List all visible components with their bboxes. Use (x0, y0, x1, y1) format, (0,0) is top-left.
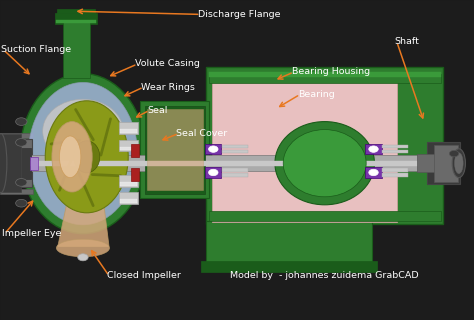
Text: Impeller Eye: Impeller Eye (2, 229, 62, 238)
Text: Closed Impeller: Closed Impeller (107, 271, 181, 280)
Bar (120, 182, 137, 186)
Bar (206, 221, 372, 264)
Bar (119, 192, 138, 204)
Bar (120, 129, 137, 133)
Ellipse shape (52, 122, 92, 192)
Bar (212, 74, 397, 160)
Bar (119, 140, 138, 151)
Text: Seal Cover: Seal Cover (176, 129, 228, 138)
Bar (119, 175, 138, 187)
Ellipse shape (73, 141, 100, 173)
Bar (382, 150, 408, 153)
Bar (140, 101, 209, 198)
Ellipse shape (28, 82, 137, 225)
Bar (206, 67, 443, 224)
Bar (382, 168, 408, 172)
Bar (201, 261, 377, 272)
Circle shape (16, 139, 27, 146)
Bar (209, 74, 441, 83)
Bar (131, 144, 139, 157)
Bar (0, 139, 32, 187)
Bar (434, 145, 458, 182)
Ellipse shape (78, 254, 88, 261)
Bar (222, 145, 248, 148)
Text: Wear Rings: Wear Rings (141, 83, 195, 92)
Bar (120, 199, 137, 203)
Bar (57, 9, 95, 13)
Bar (119, 122, 138, 134)
Bar (222, 173, 248, 177)
Bar (205, 144, 221, 154)
Bar (56, 20, 96, 23)
Circle shape (369, 169, 378, 176)
Circle shape (16, 179, 27, 186)
Circle shape (449, 150, 459, 157)
Text: Discharge Flange: Discharge Flange (198, 10, 281, 19)
Ellipse shape (283, 130, 366, 197)
Text: Bearing Housing: Bearing Housing (292, 68, 370, 76)
Ellipse shape (275, 122, 374, 205)
Polygon shape (58, 187, 109, 246)
Text: Model by  - johannes zuidema GrabCAD: Model by - johannes zuidema GrabCAD (230, 271, 419, 280)
Bar (205, 167, 221, 178)
Bar (0, 189, 33, 194)
Bar (0, 148, 31, 179)
Bar (365, 144, 382, 154)
Ellipse shape (46, 101, 128, 213)
Bar (209, 211, 441, 221)
Bar (147, 109, 203, 190)
Bar (31, 161, 443, 166)
Ellipse shape (0, 134, 7, 193)
Bar (63, 21, 90, 78)
Ellipse shape (452, 149, 465, 178)
Circle shape (16, 199, 27, 207)
Bar (365, 167, 382, 178)
Bar (0, 133, 33, 138)
Text: Suction Flange: Suction Flange (1, 45, 71, 54)
Ellipse shape (56, 239, 109, 257)
Circle shape (209, 169, 218, 176)
Ellipse shape (60, 136, 81, 178)
Ellipse shape (455, 153, 463, 173)
Bar (382, 173, 408, 177)
Bar (427, 142, 460, 184)
Bar (212, 163, 397, 222)
Ellipse shape (20, 74, 146, 234)
Polygon shape (30, 157, 38, 170)
Circle shape (369, 146, 378, 152)
Bar (417, 154, 440, 172)
Bar (131, 168, 139, 181)
Bar (31, 155, 443, 171)
Bar (55, 13, 97, 24)
Bar (222, 150, 248, 153)
Bar (222, 168, 248, 172)
Ellipse shape (43, 99, 123, 163)
Circle shape (16, 118, 27, 125)
Bar (145, 106, 205, 194)
Bar (0, 134, 21, 192)
Bar (382, 145, 408, 148)
Circle shape (209, 146, 218, 152)
Text: Volute Casing: Volute Casing (135, 60, 200, 68)
Text: Shaft: Shaft (394, 37, 419, 46)
Text: Bearing: Bearing (298, 90, 335, 99)
Text: Seal: Seal (147, 106, 167, 115)
Bar (120, 147, 137, 150)
Bar (209, 72, 441, 77)
